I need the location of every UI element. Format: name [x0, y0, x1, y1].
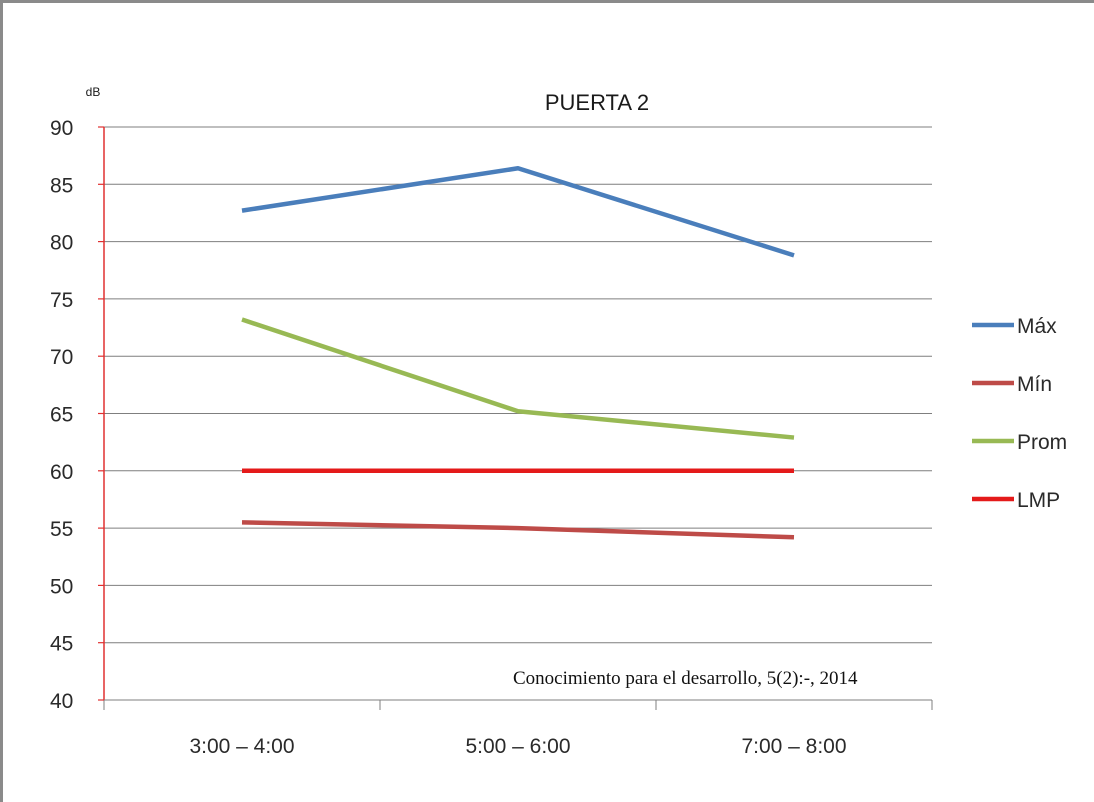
- y-tick-label: 55: [50, 518, 73, 541]
- legend-label: Prom: [1017, 431, 1067, 454]
- y-tick-label: 45: [50, 633, 73, 656]
- legend-label: Máx: [1017, 315, 1057, 338]
- citation-annotation: Conocimiento para el desarrollo, 5(2):-,…: [513, 668, 858, 689]
- x-tick-label: 5:00 – 6:00: [465, 735, 570, 758]
- y-tick-label: 85: [50, 174, 73, 197]
- x-tick-label: 3:00 – 4:00: [189, 735, 294, 758]
- y-tick-label: 50: [50, 575, 73, 598]
- x-tick-labels: 3:00 – 4:00 5:00 – 6:00 7:00 – 8:00: [189, 735, 846, 758]
- series-lines: [241, 166, 795, 540]
- legend-label: Mín: [1017, 373, 1052, 396]
- legend-label: LMP: [1017, 489, 1060, 512]
- y-tick-label: 65: [50, 404, 73, 427]
- gridlines: [104, 126, 932, 644]
- y-tick-label: 80: [50, 232, 73, 255]
- y-tick-label: 90: [50, 117, 73, 140]
- chart-title: PUERTA 2: [545, 90, 649, 115]
- y-axis-unit-label: dB: [86, 85, 101, 99]
- series-line-prom: [241, 317, 795, 440]
- y-tick-label: 40: [50, 690, 73, 713]
- y-tick-label: 75: [50, 289, 73, 312]
- y-tick-label: 60: [50, 461, 73, 484]
- series-line-máx: [241, 166, 795, 258]
- series-line-mín: [241, 520, 795, 540]
- axes: [98, 126, 933, 710]
- x-tick-label: 7:00 – 8:00: [741, 735, 846, 758]
- legend: Máx Mín Prom LMP: [972, 315, 1067, 512]
- citation-background: [497, 656, 977, 696]
- y-tick-label: 70: [50, 346, 73, 369]
- y-tick-labels: 90 85 80 75 70 65 60 55 50 45 40: [50, 117, 73, 713]
